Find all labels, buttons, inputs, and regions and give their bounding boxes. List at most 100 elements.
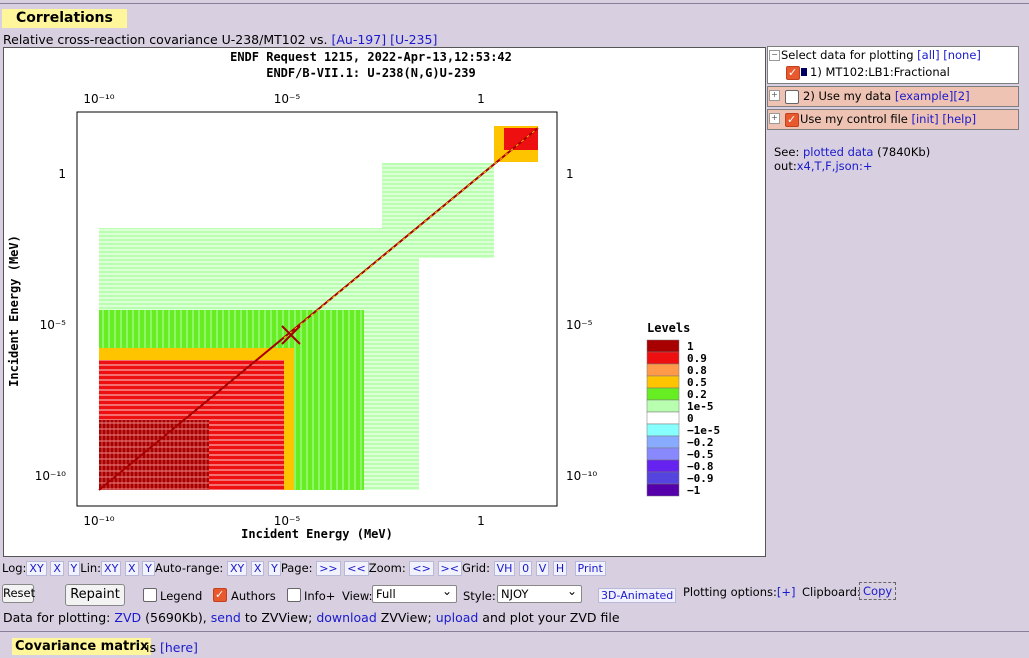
select-data-panel: − Select data for plotting [all] [none] … — [767, 46, 1019, 84]
auto-y-button[interactable]: Y — [268, 561, 281, 576]
style-label: Style: — [463, 589, 496, 603]
download-link[interactable]: download — [316, 610, 377, 625]
control-file-label: Use my control file — [800, 112, 908, 126]
collapse-icon[interactable]: − — [769, 50, 780, 61]
bottom-axis: 10⁻¹⁰ 10⁻⁵ 1 Incident Energy (MeV) — [83, 514, 484, 541]
repaint-button[interactable]: Repaint — [65, 584, 125, 606]
see-plotted-data: See: plotted data (7840Kb) out:x4,T,F,js… — [774, 145, 1029, 173]
select-none-link[interactable]: [none] — [943, 48, 981, 62]
legend-level-label: −0.2 — [687, 436, 714, 449]
left-axis: 1 10⁻⁵ 10⁻¹⁰ Incident Energy (MeV) — [7, 167, 66, 483]
subtitle: Relative cross-reaction covariance U-238… — [3, 32, 437, 47]
control-file-checkbox[interactable] — [785, 113, 799, 127]
auto-x-button[interactable]: X — [250, 561, 265, 576]
init-link[interactable]: [init] — [911, 112, 939, 126]
link-u235[interactable]: [U-235] — [390, 32, 438, 47]
info-checkbox[interactable] — [287, 588, 301, 602]
my-data-panel: + 2) Use my data [example][2] — [767, 86, 1019, 107]
legend-swatch — [646, 339, 680, 353]
select-all-link[interactable]: [all] — [917, 48, 940, 62]
output-formats-link[interactable]: x4,T,F,json:+ — [796, 159, 873, 173]
top-divider — [0, 3, 1029, 4]
legend-swatch — [646, 351, 680, 365]
legend-swatch — [646, 411, 680, 425]
example-2-link[interactable]: [2] — [953, 89, 970, 103]
data-for-label: Data for plotting: — [3, 610, 111, 625]
legend-swatch — [646, 363, 680, 377]
copy-link[interactable]: Copy — [863, 584, 893, 598]
lin-y-button[interactable]: Y — [142, 561, 155, 576]
log-y-button[interactable]: Y — [67, 561, 81, 576]
zoom-out-button[interactable]: >< — [437, 561, 462, 576]
style-select[interactable]: NJOY — [497, 583, 582, 603]
legend-level-label: 0.5 — [687, 376, 707, 389]
help-link[interactable]: [help] — [942, 112, 977, 126]
diagonal — [98, 127, 539, 491]
page-next-button[interactable]: >> — [316, 561, 341, 576]
3d-animated-button[interactable]: 3D-Animated — [598, 588, 677, 603]
right-tick-2: 10⁻⁵ — [566, 318, 593, 332]
dataset-1-checkbox[interactable] — [786, 66, 800, 80]
zoom-in-button[interactable]: <> — [409, 561, 434, 576]
resonance-cross — [281, 325, 301, 345]
example-link[interactable]: [example] — [894, 89, 954, 103]
lin-label: Lin: — [80, 561, 102, 575]
legend-level-label: 1e-5 — [687, 400, 714, 413]
copy-button[interactable]: Copy — [859, 582, 897, 600]
covariance-here-link[interactable]: [here] — [159, 640, 198, 655]
legend-swatch — [646, 435, 680, 449]
footer-divider — [0, 631, 1029, 632]
page-label: Page: — [280, 561, 313, 575]
legend-level-label: −0.5 — [687, 448, 714, 461]
page-prev-button[interactable]: << — [344, 561, 369, 576]
plotted-data-link[interactable]: plotted data — [802, 145, 874, 159]
upload-link[interactable]: upload — [435, 610, 479, 625]
grid-vh-button[interactable]: VH — [493, 561, 516, 576]
link-au197[interactable]: [Au-197] — [331, 32, 387, 47]
log-label: Log: — [2, 561, 27, 575]
right-axis: 1 10⁻⁵ 10⁻¹⁰ — [566, 167, 597, 483]
lin-x-button[interactable]: X — [124, 561, 139, 576]
plotting-options-link[interactable]: [+] — [776, 585, 796, 599]
view-select[interactable]: Full — [372, 583, 457, 603]
legend-checkbox[interactable] — [143, 588, 157, 602]
zvview-text: ZVView; — [380, 610, 432, 625]
right-tick-3: 10⁻¹⁰ — [566, 469, 597, 483]
y-axis-label: Incident Energy (MeV) — [7, 235, 21, 387]
grid-h-button[interactable]: H — [552, 561, 568, 576]
top-axis: 10⁻¹⁰ 10⁻⁵ 1 — [83, 92, 484, 106]
grid-v-button[interactable]: V — [535, 561, 550, 576]
legend-swatch — [646, 483, 680, 497]
expand-icon[interactable]: + — [769, 113, 780, 124]
select-data-row: Select data for plotting [all] [none] — [781, 48, 981, 62]
send-link[interactable]: send — [210, 610, 241, 625]
log-xy-button[interactable]: XY — [26, 561, 47, 576]
auto-range-label: Auto-range: — [154, 561, 224, 575]
zvd-link[interactable]: ZVD — [114, 610, 142, 625]
legend-level-label: −0.9 — [687, 472, 714, 485]
auto-xy-button[interactable]: XY — [226, 561, 248, 576]
dataset-1-color-icon — [801, 68, 807, 76]
covariance-matrix-label: Covariance matrix — [12, 638, 152, 655]
authors-checkbox[interactable] — [213, 588, 227, 602]
expand-icon[interactable]: + — [769, 90, 780, 101]
lin-xy-button[interactable]: XY — [101, 561, 122, 576]
reset-button[interactable]: Reset — [2, 584, 35, 603]
subtitle-text: Relative cross-reaction covariance U-238… — [3, 32, 328, 47]
my-data-checkbox[interactable] — [785, 90, 799, 104]
see-label: See: — [774, 145, 800, 159]
plotted-size: (7840Kb) — [877, 145, 931, 159]
plot-title-2: ENDF/B-VII.1: U-238(N,G)U-239 — [266, 66, 476, 80]
my-data-label: 2) Use my data — [803, 89, 892, 103]
animated-wrapper: 3D-Animated — [598, 588, 677, 603]
log-x-button[interactable]: X — [50, 561, 64, 576]
grid-0-button[interactable]: 0 — [519, 561, 533, 576]
correlation-plot[interactable]: ENDF Request 1215, 2022-Apr-13,12:53:42 … — [3, 47, 766, 557]
legend-title: Levels — [647, 321, 690, 335]
control-file-panel: + Use my control file [init] [help] — [767, 109, 1019, 130]
legend-level-label: −0.8 — [687, 460, 714, 473]
to-zvview-text: to ZVView; — [244, 610, 313, 625]
print-button[interactable]: Print — [574, 561, 606, 576]
left-tick-1: 1 — [58, 167, 66, 181]
legend-swatch — [646, 447, 680, 461]
